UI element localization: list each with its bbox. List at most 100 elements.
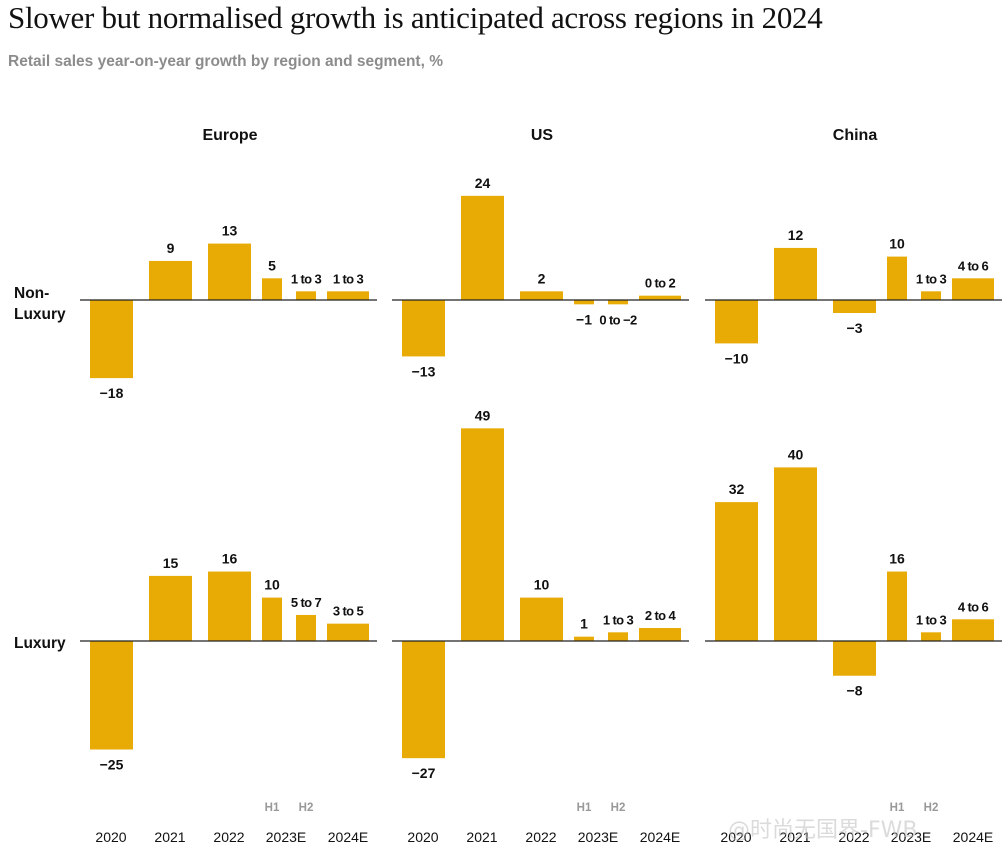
- bar-europe-luxury-2023e-h2: [296, 614, 316, 641]
- x-sublabel-china-h2: H2: [924, 802, 939, 814]
- bar-us-luxury-2021: [461, 428, 504, 641]
- bar-us-luxury-2023e-h1: [574, 636, 594, 641]
- data-label-europe-non-luxury-2021: 9: [167, 240, 175, 256]
- row-label-luxury: Luxury: [14, 635, 66, 652]
- data-label-china-luxury-2021: 40: [788, 446, 804, 462]
- x-tick-china-2024e: 2024E: [953, 829, 993, 845]
- data-label-europe-non-luxury-2022: 13: [222, 223, 238, 239]
- data-label-china-non-luxury-2021: 12: [788, 227, 804, 243]
- data-label-europe-luxury-2023e-h1: 10: [264, 577, 280, 593]
- data-label-china-non-luxury-2022: −3: [847, 320, 863, 336]
- bar-europe-luxury-2021: [149, 575, 192, 641]
- region-header-us: US: [531, 127, 554, 144]
- bar-europe-non-luxury-2021: [149, 260, 192, 300]
- bar-europe-luxury-2020: [90, 641, 133, 750]
- data-label-china-luxury-2020: 32: [729, 481, 745, 497]
- data-label-europe-non-luxury-2020: −18: [100, 385, 124, 401]
- data-label-us-non-luxury-2024e: 0 to 2: [645, 276, 676, 291]
- x-tick-us-2020: 2020: [407, 829, 438, 845]
- data-label-europe-non-luxury-2023e-h1: 5: [268, 257, 276, 273]
- data-label-us-non-luxury-2020: −13: [412, 363, 436, 379]
- data-label-europe-luxury-2022: 16: [222, 551, 238, 567]
- bar-us-luxury-2023e-h2: [608, 632, 628, 641]
- x-tick-china-2020: 2020: [720, 829, 751, 845]
- data-label-china-luxury-2024e: 4 to 6: [958, 599, 989, 614]
- x-sublabel-europe-h2: H2: [299, 802, 314, 814]
- data-label-china-non-luxury-2024e: 4 to 6: [958, 258, 989, 273]
- bar-china-non-luxury-2024e: [952, 278, 994, 300]
- x-tick-europe-2022: 2022: [213, 829, 244, 845]
- region-header-europe: Europe: [202, 127, 257, 144]
- page-title: Slower but normalised growth is anticipa…: [8, 0, 823, 35]
- bar-china-luxury-2023e-h1: [887, 571, 907, 641]
- data-label-us-luxury-2020: −27: [412, 765, 436, 781]
- data-label-us-luxury-2023e-h1: 1: [580, 616, 588, 632]
- data-label-china-luxury-2023e-h1: 16: [889, 551, 905, 567]
- bar-europe-luxury-2022: [208, 571, 251, 641]
- x-sublabel-us-h2: H2: [611, 802, 626, 814]
- data-label-china-non-luxury-2023e-h1: 10: [889, 236, 905, 252]
- bar-us-non-luxury-2021: [461, 195, 504, 300]
- x-sublabel-china-h1: H1: [890, 802, 905, 814]
- data-label-europe-non-luxury-2024e: 1 to 3: [333, 271, 364, 286]
- bar-us-luxury-2022: [520, 597, 563, 641]
- bar-china-luxury-2024e: [952, 619, 994, 641]
- data-label-us-non-luxury-2022: 2: [538, 270, 546, 286]
- bar-china-luxury-2021: [774, 467, 817, 641]
- x-tick-us-2022: 2022: [525, 829, 556, 845]
- data-label-us-non-luxury-2021: 24: [475, 175, 491, 191]
- bar-us-non-luxury-2022: [520, 291, 563, 300]
- data-label-europe-non-luxury-2023e-h2: 1 to 3: [291, 271, 322, 286]
- bar-us-luxury-2024e: [639, 627, 681, 641]
- data-label-china-non-luxury-2023e-h2: 1 to 3: [916, 271, 947, 286]
- bar-europe-non-luxury-2022: [208, 243, 251, 300]
- bar-us-non-luxury-2020: [402, 300, 445, 357]
- bar-europe-non-luxury-2024e: [327, 291, 369, 300]
- x-tick-china-2023e: 2023E: [891, 829, 931, 845]
- data-label-europe-luxury-2020: −25: [100, 757, 124, 773]
- bar-china-non-luxury-2020: [715, 300, 758, 344]
- bar-europe-non-luxury-2023e-h1: [262, 278, 282, 300]
- bar-china-luxury-2020: [715, 502, 758, 641]
- data-label-china-non-luxury-2020: −10: [725, 350, 749, 366]
- bar-europe-luxury-2023e-h1: [262, 597, 282, 641]
- x-sublabel-us-h1: H1: [577, 802, 592, 814]
- data-label-us-luxury-2022: 10: [534, 577, 550, 593]
- x-tick-china-2021: 2021: [779, 829, 810, 845]
- x-tick-china-2022: 2022: [838, 829, 869, 845]
- data-label-europe-luxury-2024e: 3 to 5: [333, 604, 364, 619]
- x-tick-us-2021: 2021: [466, 829, 497, 845]
- x-tick-europe-2024e: 2024E: [328, 829, 368, 845]
- x-tick-us-2023e: 2023E: [578, 829, 618, 845]
- data-label-us-non-luxury-2023e-h2: 0 to −2: [599, 312, 637, 327]
- region-header-china: China: [833, 127, 878, 144]
- data-label-europe-luxury-2021: 15: [163, 555, 179, 571]
- data-label-us-luxury-2021: 49: [475, 407, 491, 423]
- row-label-non-luxury: Non-Luxury: [14, 285, 66, 323]
- bar-europe-non-luxury-2023e-h2: [296, 291, 316, 300]
- data-label-europe-luxury-2023e-h2: 5 to 7: [291, 595, 322, 610]
- data-label-us-non-luxury-2023e-h1: −1: [576, 311, 592, 327]
- bar-us-non-luxury-2023e-h2: [608, 300, 628, 305]
- bar-china-non-luxury-2021: [774, 247, 817, 300]
- x-sublabel-europe-h1: H1: [265, 802, 280, 814]
- bar-china-luxury-2023e-h2: [921, 632, 941, 641]
- bar-europe-non-luxury-2020: [90, 300, 133, 379]
- data-label-us-luxury-2023e-h2: 1 to 3: [603, 612, 634, 627]
- bar-china-non-luxury-2022: [833, 300, 876, 314]
- watermark: @时尚无国界-FWB: [728, 818, 918, 843]
- bar-china-luxury-2022: [833, 641, 876, 676]
- x-tick-europe-2020: 2020: [95, 829, 126, 845]
- data-label-china-luxury-2022: −8: [847, 683, 863, 699]
- data-label-us-luxury-2024e: 2 to 4: [645, 608, 677, 623]
- bar-us-non-luxury-2024e: [639, 295, 681, 300]
- bar-us-luxury-2020: [402, 641, 445, 759]
- bar-china-non-luxury-2023e-h1: [887, 256, 907, 300]
- bar-europe-luxury-2024e: [327, 623, 369, 641]
- x-tick-europe-2023e: 2023E: [266, 829, 306, 845]
- bar-us-non-luxury-2023e-h1: [574, 300, 594, 305]
- x-tick-europe-2021: 2021: [154, 829, 185, 845]
- chart-subtitle: Retail sales year-on-year growth by regi…: [8, 53, 443, 70]
- x-tick-us-2024e: 2024E: [640, 829, 680, 845]
